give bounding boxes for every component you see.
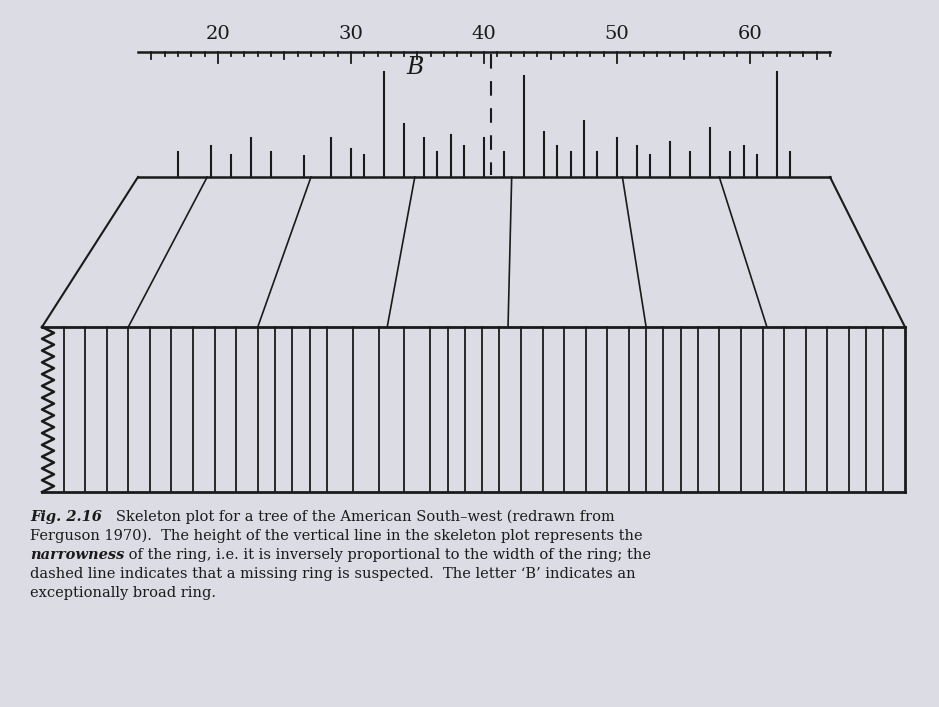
Text: dashed line indicates that a missing ring is suspected.  The letter ‘B’ indicate: dashed line indicates that a missing rin… [30, 567, 636, 581]
Text: 50: 50 [605, 25, 629, 43]
Text: 20: 20 [206, 25, 230, 43]
Text: Ferguson 1970).  The height of the vertical line in the skeleton plot represents: Ferguson 1970). The height of the vertic… [30, 529, 642, 544]
Text: 40: 40 [471, 25, 497, 43]
Text: Skeleton plot for a tree of the American South–west (redrawn from: Skeleton plot for a tree of the American… [101, 510, 615, 525]
Text: B: B [407, 57, 424, 79]
Text: narrowness: narrowness [30, 548, 124, 562]
Text: Fig. 2.16: Fig. 2.16 [30, 510, 101, 524]
Text: 60: 60 [738, 25, 762, 43]
Text: 30: 30 [338, 25, 363, 43]
Text: of the ring, i.e. it is inversely proportional to the width of the ring; the: of the ring, i.e. it is inversely propor… [124, 548, 652, 562]
Text: exceptionally broad ring.: exceptionally broad ring. [30, 586, 216, 600]
